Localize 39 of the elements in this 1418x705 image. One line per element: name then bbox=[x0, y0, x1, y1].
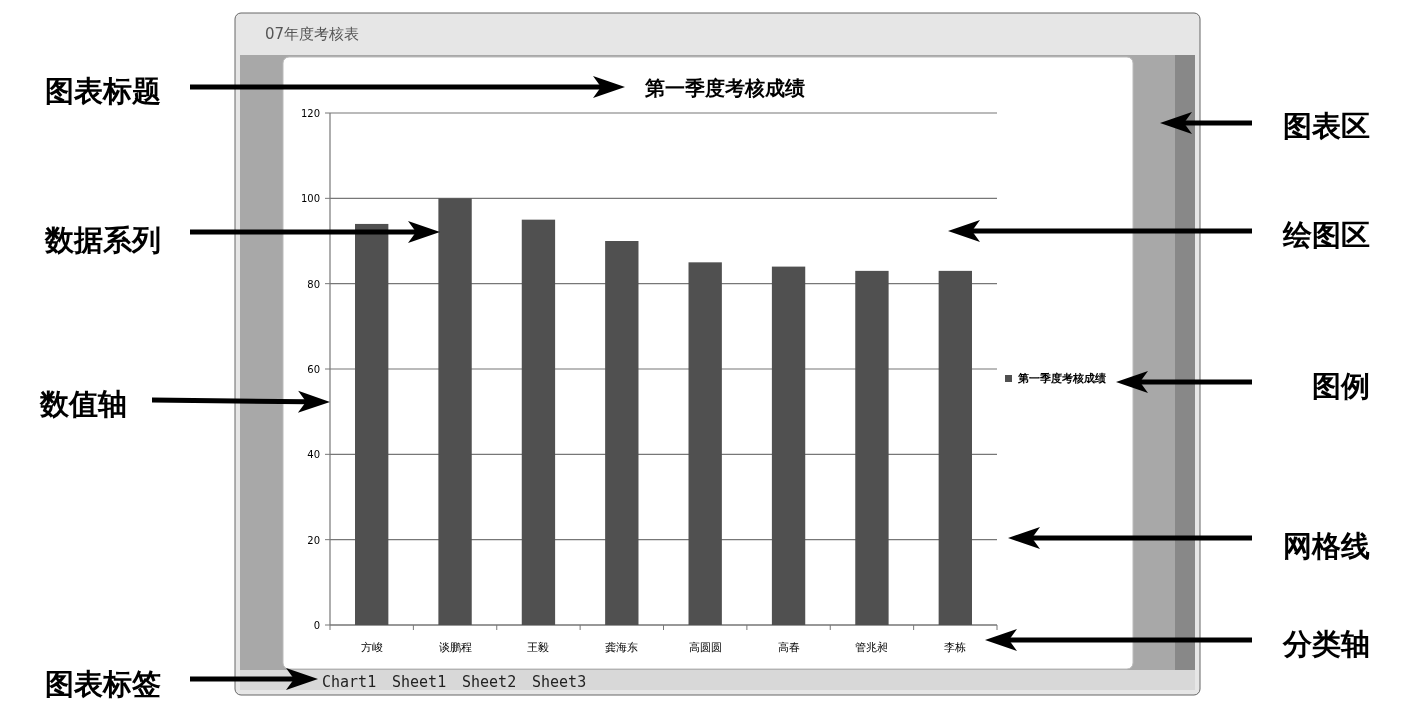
y-tick-label: 120 bbox=[300, 108, 320, 119]
text: 图表区 bbox=[1283, 109, 1370, 143]
text: 数值轴 bbox=[39, 387, 127, 421]
text: 图表标题 bbox=[45, 74, 161, 108]
y-tick-label: 20 bbox=[307, 534, 320, 546]
text: 07年度考核表 bbox=[265, 25, 360, 43]
y-tick-label: 100 bbox=[300, 193, 320, 205]
bar bbox=[938, 270, 972, 625]
text: Sheet3 bbox=[532, 673, 587, 691]
x-tick-label: 高春 bbox=[777, 641, 800, 654]
text: 图例 bbox=[1312, 369, 1370, 403]
x-tick-label: 高圆圆 bbox=[688, 641, 722, 654]
text: 分类轴 bbox=[1282, 627, 1370, 661]
x-tick-label: 管兆昶 bbox=[855, 641, 889, 654]
text: 网格线 bbox=[1283, 529, 1370, 563]
caption: Chart1 bbox=[322, 673, 377, 691]
bar bbox=[355, 223, 389, 625]
text: 图表标签 bbox=[45, 667, 161, 701]
text: 绘图区 bbox=[1282, 218, 1370, 252]
bar bbox=[688, 262, 722, 625]
x-tick-label: 龚海东 bbox=[605, 641, 639, 654]
bar bbox=[605, 241, 639, 625]
bar bbox=[855, 270, 889, 625]
text: Sheet1 bbox=[392, 673, 447, 691]
chart-title: 第一季度考核成绩 bbox=[644, 76, 805, 100]
text: 数据系列 bbox=[44, 223, 161, 257]
y-tick-label: 80 bbox=[307, 278, 320, 290]
y-tick-label: 60 bbox=[307, 364, 320, 375]
y-tick-label: 40 bbox=[307, 449, 320, 461]
x-tick-label: 方峻 bbox=[360, 641, 383, 654]
x-tick-label: 王毅 bbox=[527, 641, 550, 654]
bar bbox=[771, 266, 806, 625]
y-tick-label: 0 bbox=[313, 620, 320, 631]
bar bbox=[438, 198, 472, 625]
legend-label: 第一季度考核成绩 bbox=[1017, 372, 1106, 385]
x-tick-label: 李栋 bbox=[944, 641, 967, 654]
text: Sheet2 bbox=[462, 673, 517, 691]
x-tick-label: 谈鹏程 bbox=[438, 641, 472, 654]
bar bbox=[521, 219, 556, 625]
